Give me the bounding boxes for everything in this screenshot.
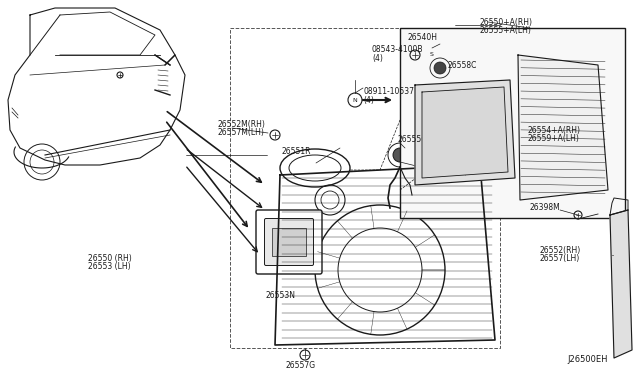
Text: 08911-10537: 08911-10537 (363, 87, 414, 96)
Text: 26398M: 26398M (529, 203, 560, 212)
Text: 26552M(RH): 26552M(RH) (218, 121, 266, 129)
Text: J26500EH: J26500EH (567, 356, 607, 365)
Text: 26553NE(LH): 26553NE(LH) (451, 144, 502, 153)
Polygon shape (422, 87, 508, 178)
Text: 08543-4100B: 08543-4100B (372, 45, 424, 55)
Circle shape (546, 114, 574, 142)
Text: 26550 (RH): 26550 (RH) (88, 253, 132, 263)
Polygon shape (518, 55, 608, 200)
Text: 26559(LH): 26559(LH) (428, 169, 468, 177)
Text: 26554(RH): 26554(RH) (428, 160, 469, 170)
Text: 26553N: 26553N (265, 292, 295, 301)
Text: 26557(LH): 26557(LH) (540, 253, 580, 263)
Text: 26557G: 26557G (285, 360, 315, 369)
Text: 26553NC(RH): 26553NC(RH) (451, 135, 504, 144)
Circle shape (393, 148, 407, 162)
Text: 26550+A(RH): 26550+A(RH) (480, 17, 533, 26)
Polygon shape (415, 80, 515, 185)
Bar (272, 228, 306, 256)
Text: (4): (4) (372, 54, 383, 62)
Text: 26552(RH): 26552(RH) (540, 246, 581, 254)
Text: S: S (430, 52, 434, 58)
FancyBboxPatch shape (256, 210, 322, 274)
Text: (4): (4) (363, 96, 374, 105)
Text: 26557M(LH): 26557M(LH) (218, 128, 265, 138)
Text: 26558C: 26558C (447, 61, 476, 70)
Text: 26555C: 26555C (397, 135, 426, 144)
Text: 26559+A(LH): 26559+A(LH) (527, 134, 579, 142)
Text: 26540H: 26540H (407, 33, 437, 42)
Text: 26555+A(LH): 26555+A(LH) (480, 26, 532, 35)
Circle shape (434, 62, 446, 74)
Bar (230, 28, 500, 348)
Text: 26554+A(RH): 26554+A(RH) (527, 125, 580, 135)
Text: N: N (353, 97, 357, 103)
Bar (400, 28, 625, 218)
Text: 26551R: 26551R (282, 147, 312, 155)
Text: 26553 (LH): 26553 (LH) (88, 262, 131, 270)
FancyBboxPatch shape (264, 218, 314, 266)
Polygon shape (610, 210, 632, 358)
